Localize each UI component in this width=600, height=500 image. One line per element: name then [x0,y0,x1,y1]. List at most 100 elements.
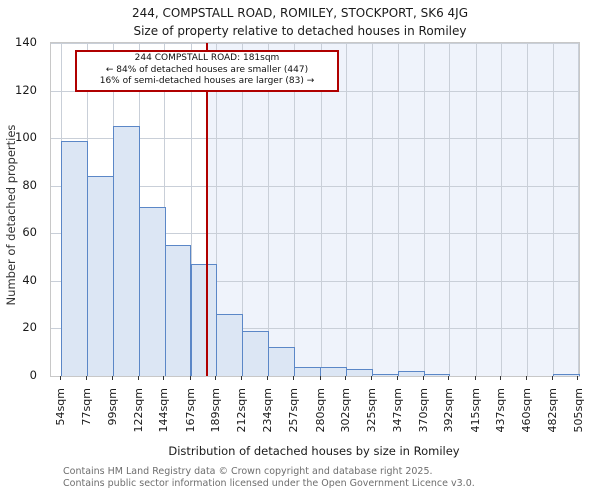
x-tick-label: 302sqm [338,388,352,433]
x-tick-label: 189sqm [209,388,223,433]
x-tick-label: 370sqm [416,388,430,433]
histogram-bar [345,368,373,376]
y-tick-label: 60 [22,225,37,240]
x-tick-label: 212sqm [235,388,249,433]
x-tick-label: 167sqm [183,388,197,433]
footer-line-1: Contains HM Land Registry data © Crown c… [63,466,433,477]
x-tick-label: 347sqm [390,388,404,433]
histogram-bar [553,373,580,376]
y-tick-label: 80 [22,177,37,192]
x-tick-mark [86,376,88,380]
x-tick-label: 482sqm [545,388,559,433]
horizontal-gridline [51,280,579,282]
horizontal-gridline [51,328,579,330]
histogram-bar [242,330,270,376]
histogram-bar [164,245,192,376]
x-tick-mark [241,376,243,380]
vertical-gridline [267,43,269,376]
footer-line-2: Contains public sector information licen… [63,478,475,489]
copyright-footer: Contains HM Land Registry data © Crown c… [63,466,475,490]
annotation-line-1: 244 COMPSTALL ROAD: 181sqm [134,53,280,63]
histogram-bar [371,373,399,376]
x-tick-label: 325sqm [365,388,379,433]
histogram-bar [397,371,425,376]
y-tick-label: 140 [15,35,37,49]
x-tick-mark [138,376,140,380]
x-tick-mark [396,376,398,380]
x-tick-label: 234sqm [260,388,274,433]
horizontal-gridline [51,43,579,44]
vertical-gridline [190,43,192,376]
annotation-line-2: ← 84% of detached houses are smaller (44… [105,64,309,75]
x-tick-label: 460sqm [520,388,534,433]
y-tick-label: 40 [22,272,37,287]
chart-title: 244, COMPSTALL ROAD, ROMILEY, STOCKPORT,… [131,6,469,20]
histogram-bar [216,314,244,376]
y-tick-label: 20 [22,320,37,335]
histogram-bar [320,366,347,376]
x-tick-mark [422,376,424,380]
y-tick-label: 120 [15,82,37,97]
x-tick-mark [499,376,501,380]
x-tick-mark [371,376,373,380]
x-axis-label: Distribution of detached houses by size … [168,444,460,458]
x-tick-mark [293,376,295,380]
property-size-marker-line [205,43,208,376]
chart-subtitle: Size of property relative to detached ho… [133,24,467,38]
y-tick-label: 100 [15,130,37,145]
annotation-line-3: 16% of semi-detached houses are larger (… [99,76,315,86]
property-annotation-box: 244 COMPSTALL ROAD: 181sqm ← 84% of deta… [75,50,339,92]
x-tick-mark [60,376,61,380]
x-tick-mark [474,376,476,380]
y-tick-label: 0 [29,368,37,382]
x-tick-mark [215,376,217,380]
larger-than-property-region [206,43,579,376]
x-tick-mark [319,376,321,380]
x-tick-label: 437sqm [493,388,507,433]
vertical-gridline [552,43,554,376]
horizontal-gridline [51,233,579,235]
vertical-gridline [397,43,399,376]
x-tick-label: 77sqm [80,388,94,426]
histogram-bar [86,176,114,376]
horizontal-gridline [51,185,579,187]
vertical-gridline [294,43,296,376]
vertical-gridline [372,43,374,376]
x-tick-label: 99sqm [105,388,119,426]
horizontal-gridline [51,138,579,140]
x-tick-mark [266,376,268,380]
histogram-bar [61,140,88,376]
vertical-gridline [320,43,322,376]
x-tick-label: 257sqm [287,388,301,433]
x-tick-label: 280sqm [313,388,327,433]
histogram-bar [112,126,140,376]
histogram-bar [294,366,321,376]
x-tick-mark [344,376,346,380]
vertical-gridline [242,43,244,376]
x-tick-label: 505sqm [572,388,585,433]
plot-area [50,42,580,377]
vertical-gridline [345,43,347,376]
histogram-bar [138,207,166,376]
histogram-bar [268,347,296,376]
x-tick-mark [163,376,165,380]
x-tick-mark [111,376,113,380]
vertical-gridline [527,43,529,376]
histogram-bar [423,373,451,376]
x-tick-mark [577,376,578,380]
x-tick-label: 392sqm [442,388,456,433]
vertical-gridline [449,43,451,376]
x-tick-label: 144sqm [157,388,171,433]
x-tick-label: 122sqm [132,388,146,433]
vertical-gridline [475,43,477,376]
x-tick-label: 415sqm [468,388,482,433]
x-tick-label: 54sqm [54,388,67,426]
x-tick-mark [551,376,553,380]
vertical-gridline [500,43,502,376]
x-tick-mark [448,376,450,380]
vertical-gridline [423,43,425,376]
histogram-bar [190,264,218,376]
vertical-gridline [216,43,218,376]
x-tick-mark [189,376,191,380]
